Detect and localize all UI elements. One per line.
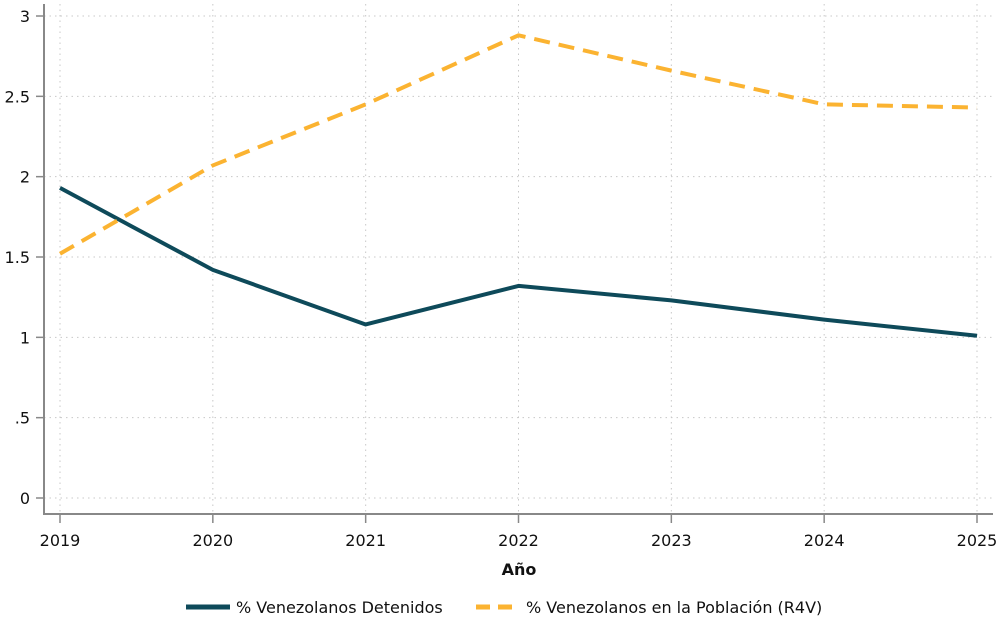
x-tick-label: 2019 bbox=[40, 531, 81, 550]
y-tick-label: .5 bbox=[15, 409, 30, 428]
grid bbox=[44, 4, 993, 514]
y-tick-label: 3 bbox=[20, 7, 30, 26]
x-tick-label: 2022 bbox=[498, 531, 539, 550]
y-tick-label: 2 bbox=[20, 168, 30, 187]
y-tick-label: 0 bbox=[20, 489, 30, 508]
series-lines bbox=[58, 33, 978, 338]
legend-label-1: % Venezolanos Detenidos bbox=[236, 598, 443, 617]
x-tick-label: 2020 bbox=[192, 531, 233, 550]
y-tick-label: 2.5 bbox=[5, 87, 30, 106]
legend: % Venezolanos Detenidos % Venezolanos en … bbox=[186, 598, 822, 617]
y-tick-label: 1 bbox=[20, 328, 30, 347]
axes: 0 .5 1 1.5 2 2.5 3 2019 2020 2021 2022 2023 2024 2025 bbox=[5, 4, 998, 550]
series-line-2 bbox=[58, 33, 978, 256]
x-tick-label: 2025 bbox=[957, 531, 998, 550]
legend-label-2: % Venezolanos en la Población (R4V) bbox=[526, 598, 822, 617]
x-tick-label: 2024 bbox=[804, 531, 845, 550]
y-tick-label: 1.5 bbox=[5, 248, 30, 267]
series-line-1 bbox=[59, 186, 978, 338]
x-tick-label: 2023 bbox=[651, 531, 692, 550]
x-axis-label: Año bbox=[502, 560, 537, 579]
x-tick-label: 2021 bbox=[345, 531, 386, 550]
